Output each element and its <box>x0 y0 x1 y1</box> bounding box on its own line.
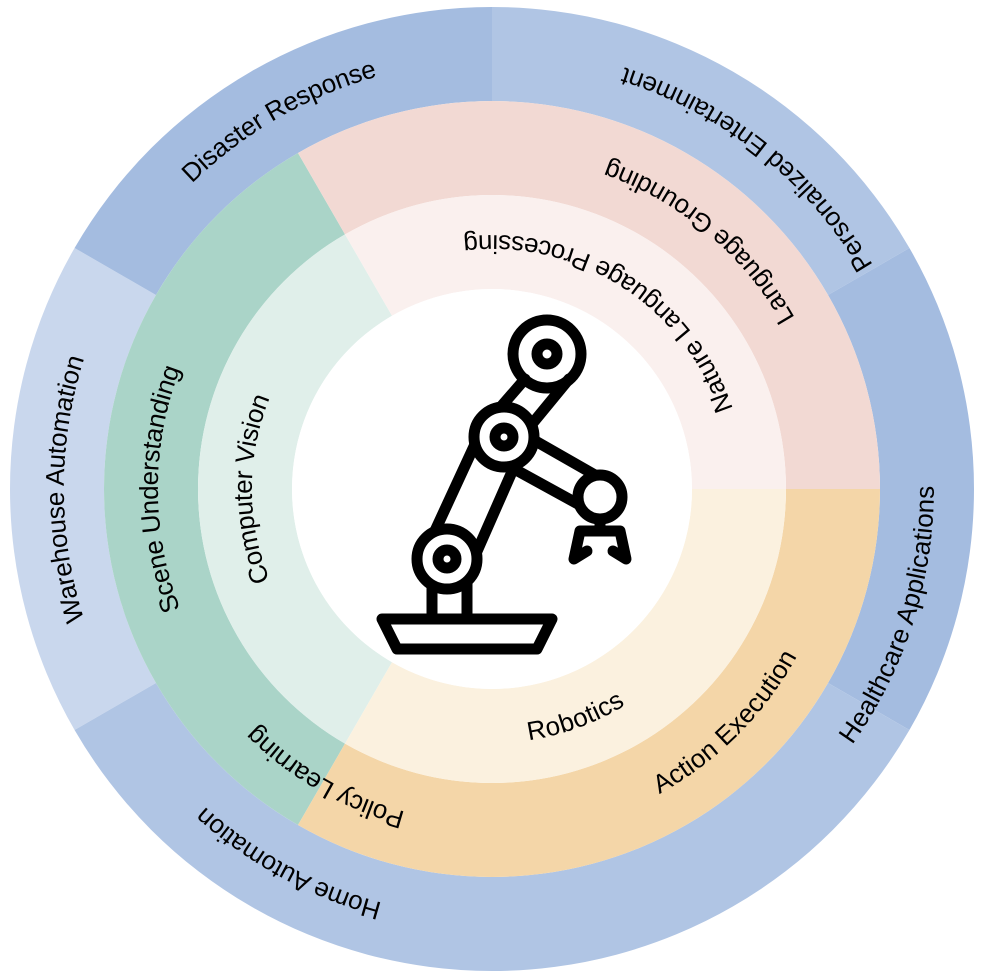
radial-diagram: Warehouse AutomationDisaster ResponsePer… <box>0 0 984 978</box>
center-circle <box>292 289 692 689</box>
